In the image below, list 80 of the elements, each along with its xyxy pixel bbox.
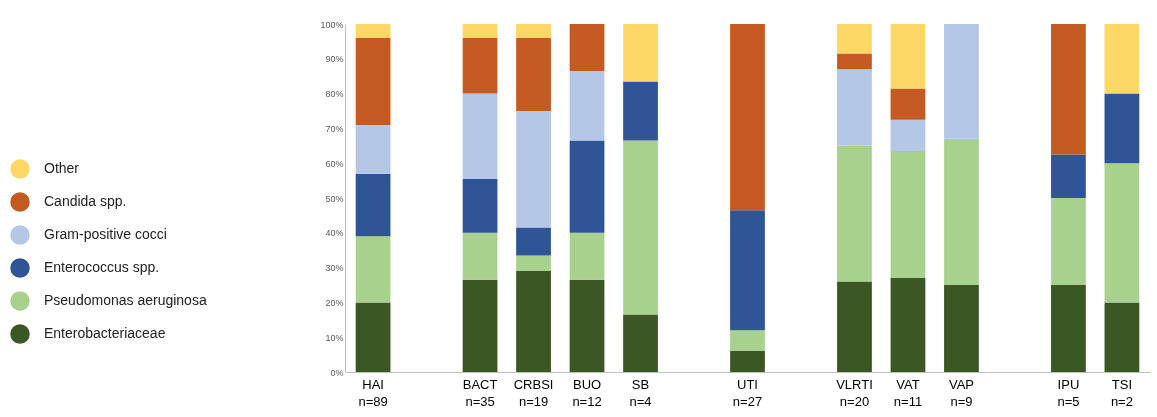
bar bbox=[569, 140, 605, 233]
x-tick-label: VAP n=9 bbox=[948, 376, 974, 409]
bar bbox=[837, 69, 872, 146]
bar bbox=[569, 279, 605, 372]
bar bbox=[623, 81, 658, 141]
bar bbox=[1051, 285, 1086, 372]
bar bbox=[1104, 24, 1140, 94]
bar bbox=[1051, 198, 1086, 285]
bar bbox=[837, 24, 872, 54]
bar bbox=[890, 278, 926, 372]
y-tick-label: 50% bbox=[325, 193, 344, 204]
x-tick-label: UTI n=27 bbox=[732, 376, 763, 409]
legend-label: Gram-positive cocci bbox=[44, 226, 167, 242]
bar bbox=[516, 37, 551, 111]
bar bbox=[355, 124, 391, 174]
bar bbox=[890, 88, 926, 120]
bar bbox=[730, 24, 765, 211]
bar bbox=[623, 314, 658, 372]
bar bbox=[1104, 93, 1140, 164]
x-tick-label: BUO n=12 bbox=[572, 376, 602, 409]
x-tick-label: VAT n=11 bbox=[893, 376, 923, 409]
y-tick-label: 70% bbox=[325, 123, 344, 134]
bar bbox=[1051, 24, 1086, 155]
x-tick-label: SB n=4 bbox=[629, 376, 652, 409]
legend-label: Pseudomonas aeruginosa bbox=[44, 292, 207, 308]
bar bbox=[462, 232, 498, 280]
bar bbox=[837, 281, 872, 372]
bar bbox=[516, 255, 551, 272]
bar bbox=[890, 151, 926, 279]
bar bbox=[569, 70, 605, 141]
bar bbox=[355, 302, 391, 372]
y-tick-label: 90% bbox=[325, 54, 344, 65]
bar bbox=[890, 24, 926, 89]
bar bbox=[516, 271, 551, 372]
bar bbox=[890, 119, 926, 152]
bar bbox=[1104, 163, 1140, 303]
y-tick-label: 0% bbox=[330, 367, 344, 378]
bar bbox=[462, 178, 498, 233]
bar bbox=[569, 24, 605, 71]
bar bbox=[1051, 154, 1086, 198]
bar bbox=[462, 279, 498, 372]
bar bbox=[944, 24, 979, 139]
y-tick-label: 10% bbox=[325, 332, 344, 343]
x-tick-label: BACT n=35 bbox=[462, 376, 498, 409]
y-tick-label: 80% bbox=[325, 89, 344, 100]
bar bbox=[944, 138, 979, 285]
x-tick-label: CRBSI n=19 bbox=[513, 376, 554, 409]
x-tick-label: VLRTI n=20 bbox=[836, 376, 873, 409]
bar bbox=[516, 227, 551, 256]
bar bbox=[730, 351, 765, 372]
bar bbox=[355, 24, 391, 38]
x-tick-label: TSI n=2 bbox=[1110, 376, 1133, 409]
x-tick-label: HAI n=89 bbox=[358, 376, 388, 409]
bar bbox=[623, 24, 658, 82]
x-tick-label: IPU n=5 bbox=[1057, 376, 1080, 409]
bar bbox=[623, 140, 658, 315]
y-tick-label: 100% bbox=[320, 19, 344, 30]
bar bbox=[355, 173, 391, 237]
bar bbox=[516, 24, 551, 38]
y-tick-label: 60% bbox=[325, 158, 344, 169]
y-tick-label: 40% bbox=[325, 228, 344, 239]
bar bbox=[730, 330, 765, 352]
y-tick-label: 20% bbox=[325, 297, 344, 308]
legend-label: Candida spp. bbox=[44, 193, 127, 209]
bar bbox=[462, 93, 498, 179]
legend-label: Other bbox=[44, 160, 80, 176]
bar bbox=[462, 37, 498, 94]
bar bbox=[1104, 302, 1140, 372]
legend-label: Enterobacteriaceae bbox=[44, 325, 166, 341]
bar bbox=[516, 111, 551, 228]
bar bbox=[355, 37, 391, 125]
legend-label: Enterococcus spp. bbox=[44, 259, 160, 275]
bar bbox=[944, 285, 979, 372]
bar bbox=[730, 210, 765, 331]
bar bbox=[355, 236, 391, 303]
bar bbox=[462, 24, 498, 38]
y-tick-label: 30% bbox=[325, 263, 344, 274]
bar bbox=[837, 53, 872, 70]
bar bbox=[569, 232, 605, 280]
bar bbox=[837, 145, 872, 282]
